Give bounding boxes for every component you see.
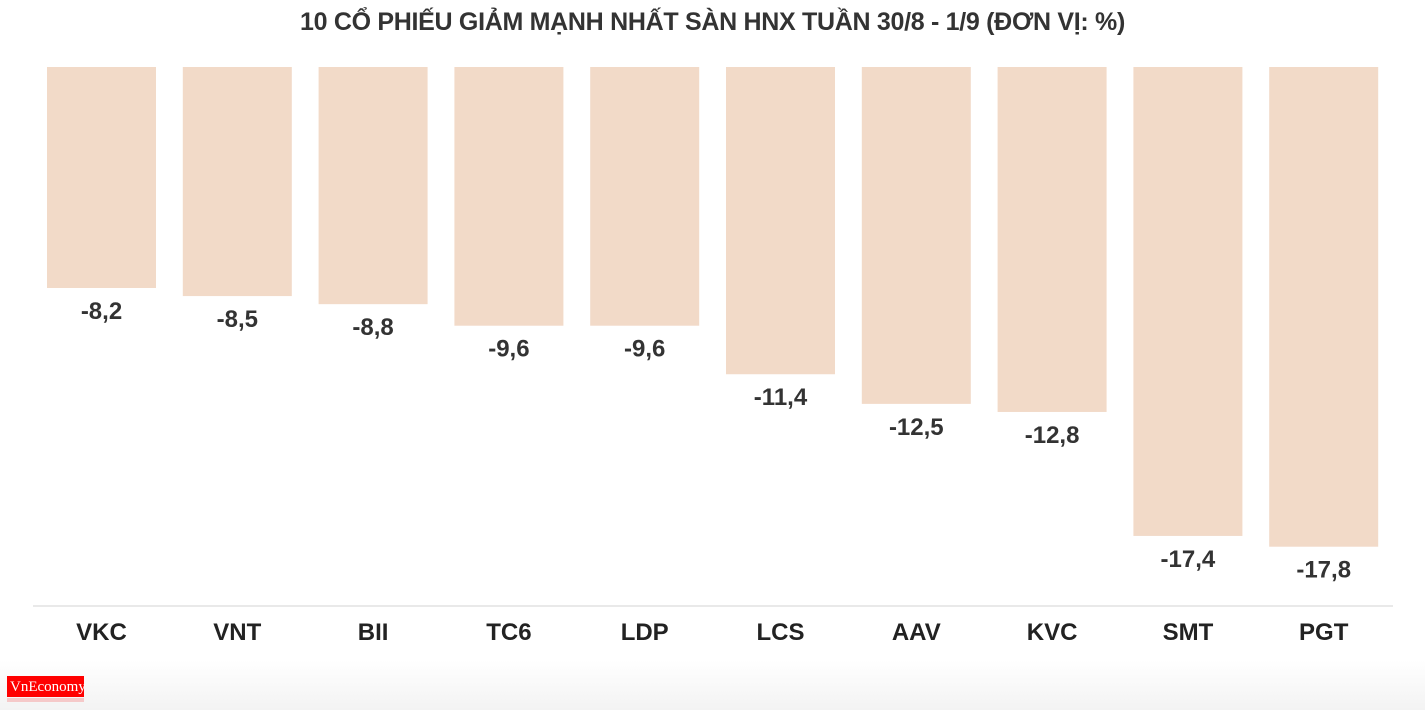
data-label: -17,4: [1161, 546, 1216, 573]
data-label: -9,6: [624, 336, 665, 363]
x-tick-label: TC6: [486, 619, 531, 646]
bar-vnt: [182, 67, 292, 297]
x-tick-label: SMT: [1163, 619, 1214, 646]
data-label: -12,8: [1025, 422, 1080, 449]
bar-ldp: [590, 67, 700, 326]
data-label: -8,8: [352, 314, 393, 341]
bar-lcs: [726, 67, 835, 375]
bar-tc6: [454, 67, 564, 326]
bar-smt: [1133, 67, 1243, 536]
x-tick-label: VNT: [213, 619, 261, 646]
bar-vkc: [47, 67, 156, 288]
data-label: -8,2: [81, 298, 122, 325]
x-tick-label: AAV: [892, 619, 941, 646]
x-tick-label: KVC: [1027, 619, 1078, 646]
footer-background: [0, 660, 1425, 710]
x-tick-label: LDP: [621, 619, 669, 646]
data-label: -11,4: [754, 384, 808, 411]
x-tick-label: PGT: [1299, 619, 1349, 646]
bar-pgt: [1269, 67, 1379, 547]
bar-kvc: [997, 67, 1107, 412]
vneconomy-logo: VnEconomy: [7, 676, 86, 697]
data-label: -9,6: [488, 336, 529, 363]
data-label: -8,5: [217, 306, 258, 333]
x-tick-label: BII: [358, 619, 389, 646]
chart-title: 10 CỔ PHIẾU GIẢM MẠNH NHẤT SÀN HNX TUẦN …: [299, 8, 1126, 36]
data-label: -12,5: [889, 414, 944, 441]
bar-bii: [318, 67, 428, 305]
logo-tagline: [7, 698, 84, 702]
bar-chart: -8,2 VKC -8,5 VNT -8,8 BII -9,6 TC6 -9,6 LDP -11,4…: [33, 67, 1393, 646]
x-tick-label: VKC: [76, 619, 127, 646]
bar-aav: [861, 67, 971, 404]
x-tick-label: LCS: [757, 619, 805, 646]
data-label: -17,8: [1296, 557, 1351, 584]
